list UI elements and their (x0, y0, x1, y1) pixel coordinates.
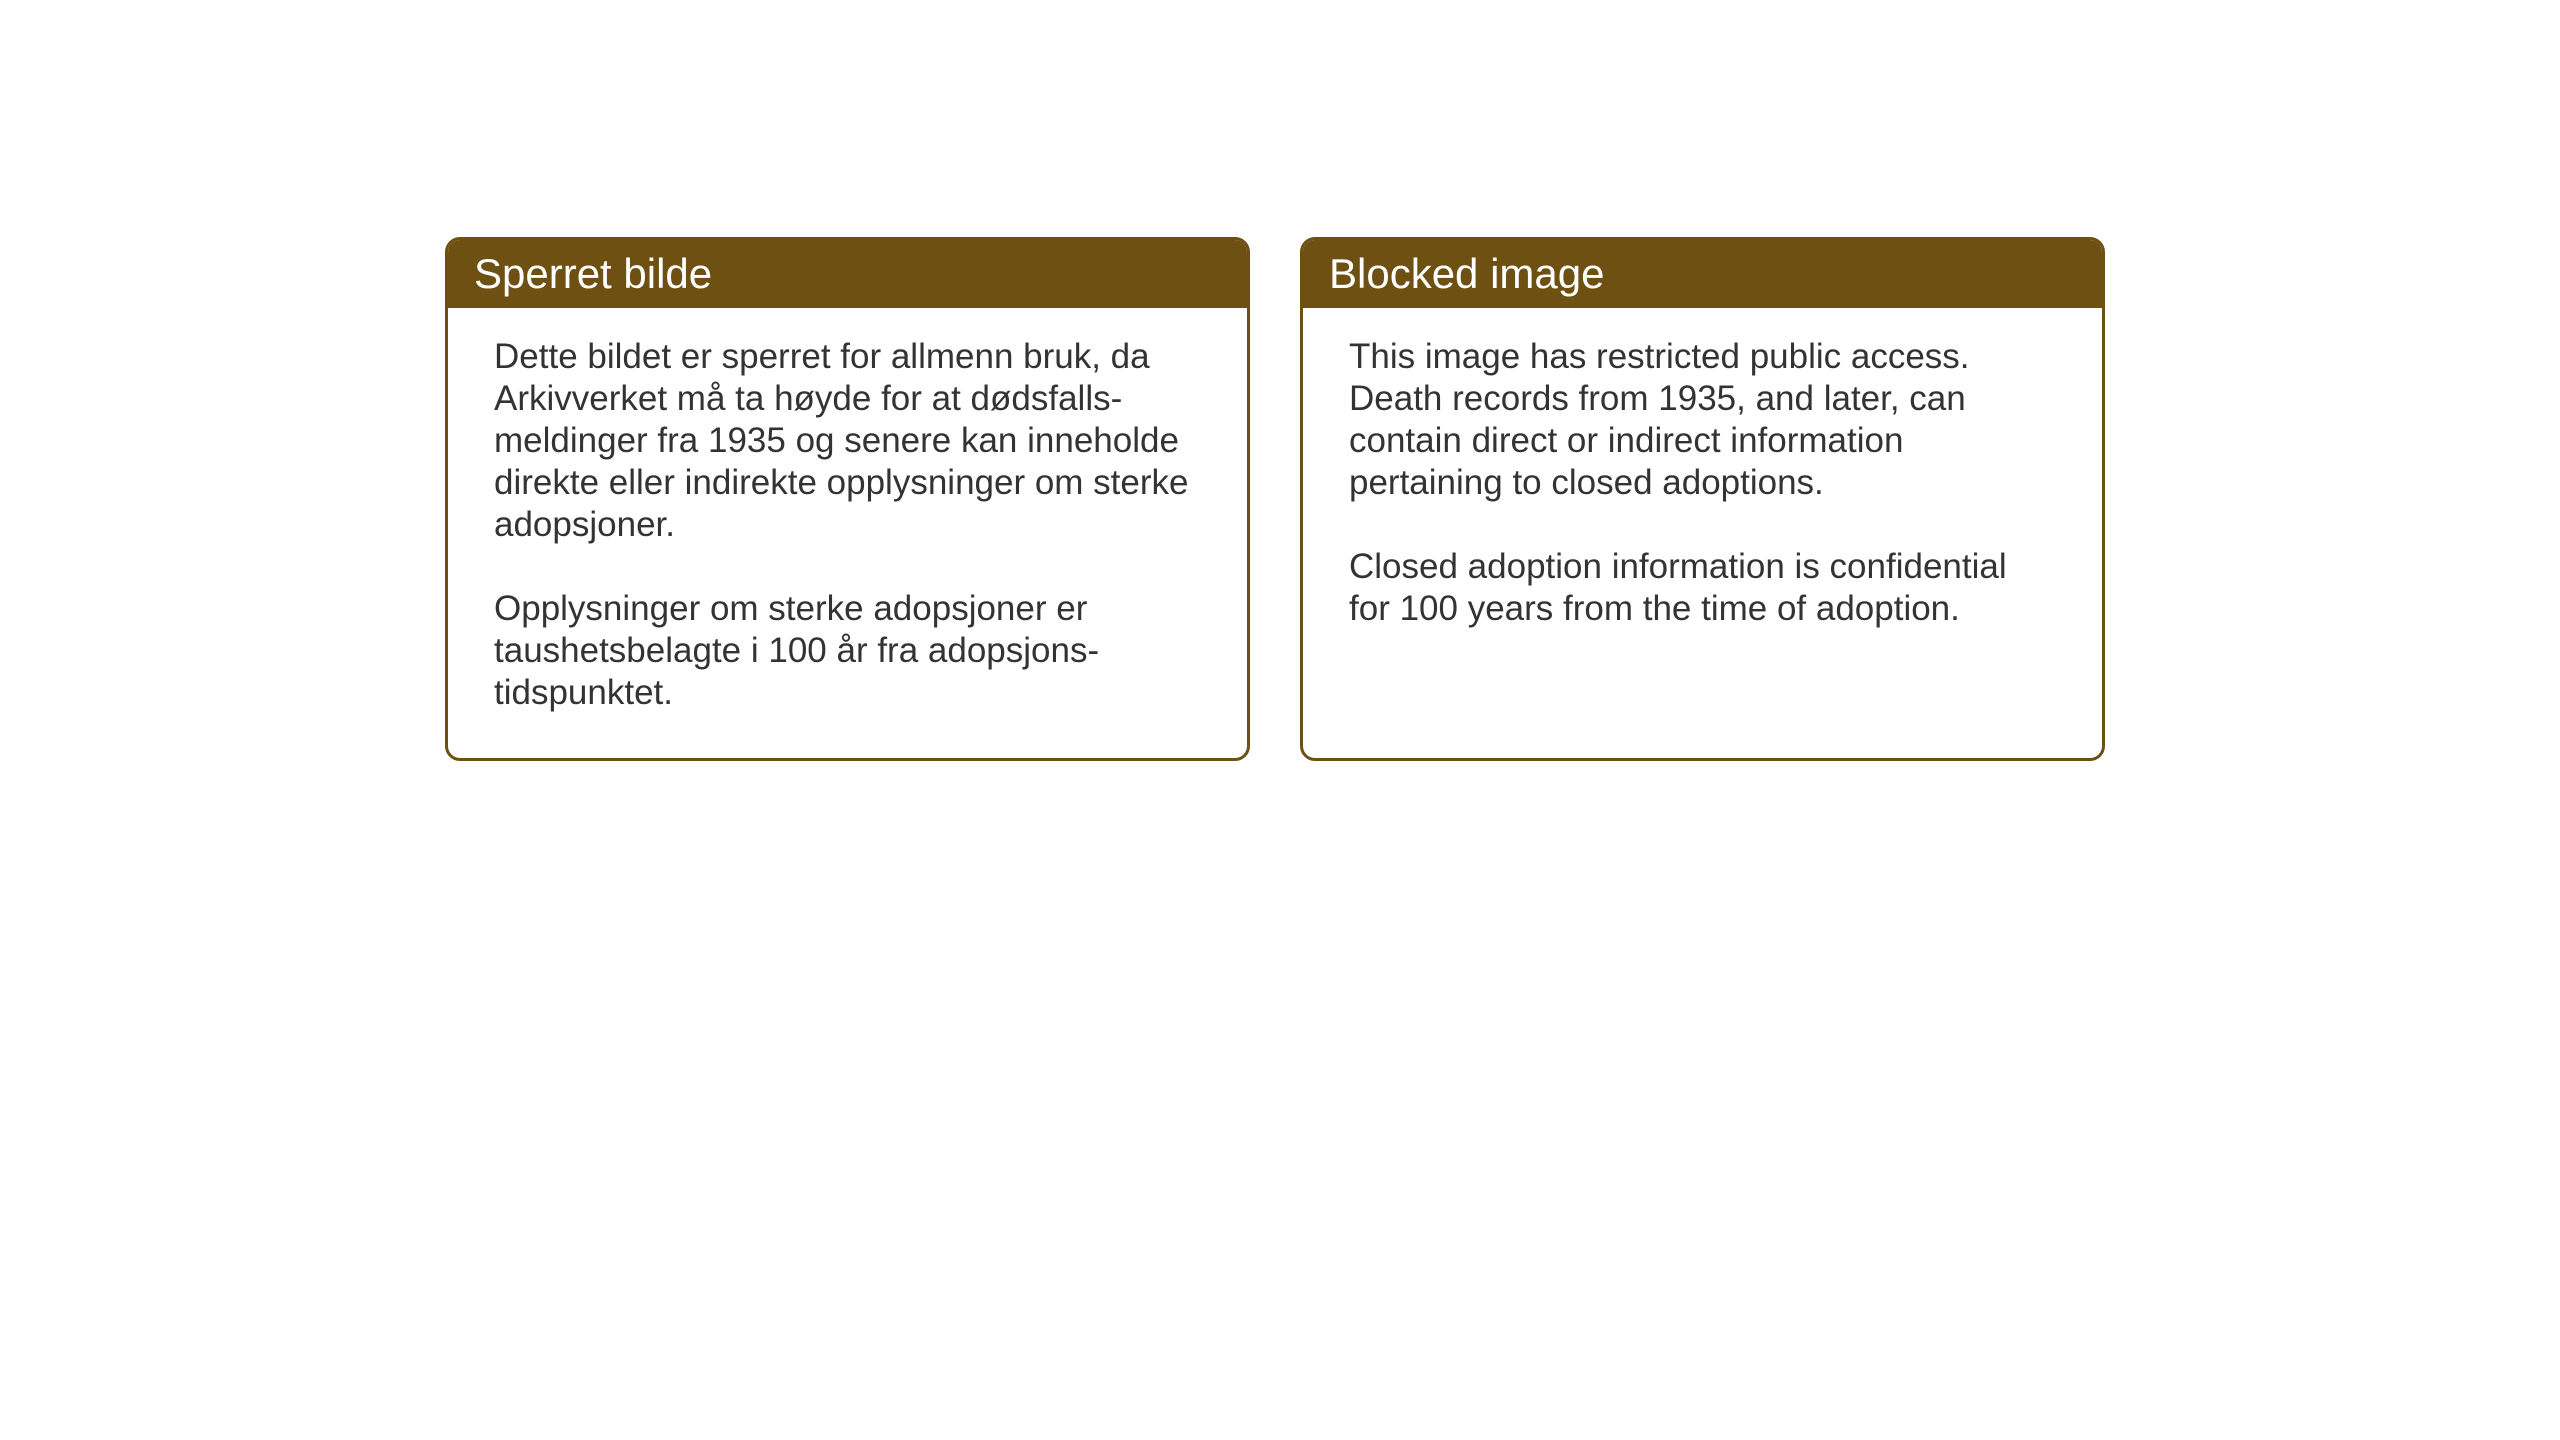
english-card: Blocked image This image has restricted … (1300, 237, 2105, 761)
norwegian-paragraph-2: Opplysninger om sterke adopsjoner er tau… (494, 588, 1201, 714)
norwegian-card-header: Sperret bilde (448, 240, 1247, 308)
english-paragraph-2: Closed adoption information is confident… (1349, 546, 2056, 630)
norwegian-card: Sperret bilde Dette bildet er sperret fo… (445, 237, 1250, 761)
norwegian-paragraph-1: Dette bildet er sperret for allmenn bruk… (494, 336, 1201, 546)
norwegian-card-body: Dette bildet er sperret for allmenn bruk… (448, 308, 1247, 758)
english-card-body: This image has restricted public access.… (1303, 308, 2102, 674)
cards-container: Sperret bilde Dette bildet er sperret fo… (445, 237, 2105, 761)
english-paragraph-1: This image has restricted public access.… (1349, 336, 2056, 504)
english-card-header: Blocked image (1303, 240, 2102, 308)
